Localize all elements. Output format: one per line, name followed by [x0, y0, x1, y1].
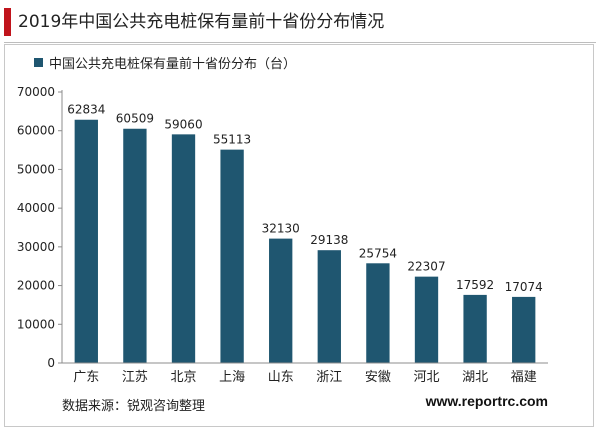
legend-swatch: [34, 57, 43, 67]
y-tick-label: 50000: [17, 162, 55, 176]
chart-title: 2019年中国公共充电桩保有量前十省份分布情况: [18, 12, 385, 32]
bar: [123, 128, 147, 363]
bar: [171, 134, 196, 363]
x-tick-label: 安徽: [365, 370, 391, 385]
bar-value-label: 62834: [67, 103, 105, 117]
x-axis: 广东 江苏 北京 上海 山东 浙江 安徽 河北 湖北 福建: [62, 362, 548, 385]
x-tick-label: 福建: [511, 370, 537, 385]
x-tick-label: 广东: [73, 370, 99, 385]
bar: [414, 276, 439, 363]
bar: [463, 294, 487, 363]
bar-value-label: 22307: [407, 260, 445, 274]
bar-value-label: 55113: [213, 133, 251, 147]
bar: [220, 149, 244, 363]
bar-value-label: 32130: [262, 222, 300, 236]
bar-value-label: 60509: [116, 112, 154, 126]
y-tick-label: 10000: [17, 317, 55, 331]
data-source: 数据来源：锐观咨询整理: [62, 399, 206, 414]
chart-frame: [4, 44, 594, 427]
bar: [512, 296, 536, 363]
bar-value-label: 25754: [359, 246, 397, 260]
bar: [317, 250, 341, 363]
x-tick-label: 江苏: [122, 369, 148, 385]
bar: [366, 263, 390, 363]
x-tick-label: 上海: [219, 370, 245, 385]
x-tick-label: 湖北: [462, 370, 488, 385]
bar-value-label: 17592: [456, 278, 494, 292]
bars: 62834 60509 59060 55113 32130 29138 25754 22307…: [67, 103, 543, 363]
y-tick-label: 70000: [17, 85, 55, 99]
website-link[interactable]: www.reportrc.com: [425, 393, 548, 409]
legend-label: 中国公共充电桩保有量前十省份分布（台）: [49, 56, 297, 72]
bar-value-label: 59060: [164, 117, 202, 131]
x-tick-label: 浙江: [316, 370, 342, 385]
x-tick-label: 山东: [268, 370, 294, 385]
y-tick-label: 30000: [17, 240, 55, 254]
chart-legend: 中国公共充电桩保有量前十省份分布（台）: [34, 53, 297, 72]
bar-value-label: 29138: [310, 233, 348, 247]
x-tick-label: 河北: [413, 370, 439, 385]
y-tick-label: 20000: [17, 279, 55, 293]
title-accent-bar: [4, 8, 11, 36]
title-divider: [4, 42, 596, 43]
y-tick-label: 0: [47, 356, 55, 370]
y-tick-label: 40000: [17, 201, 55, 215]
bar: [74, 119, 98, 363]
y-tick-label: 60000: [17, 124, 55, 138]
bar: [269, 238, 293, 363]
x-tick-label: 北京: [170, 370, 196, 385]
bar-value-label: 17074: [505, 280, 543, 294]
y-axis: 0 10000 20000 30000 40000 50000 60000 70000: [17, 85, 63, 370]
